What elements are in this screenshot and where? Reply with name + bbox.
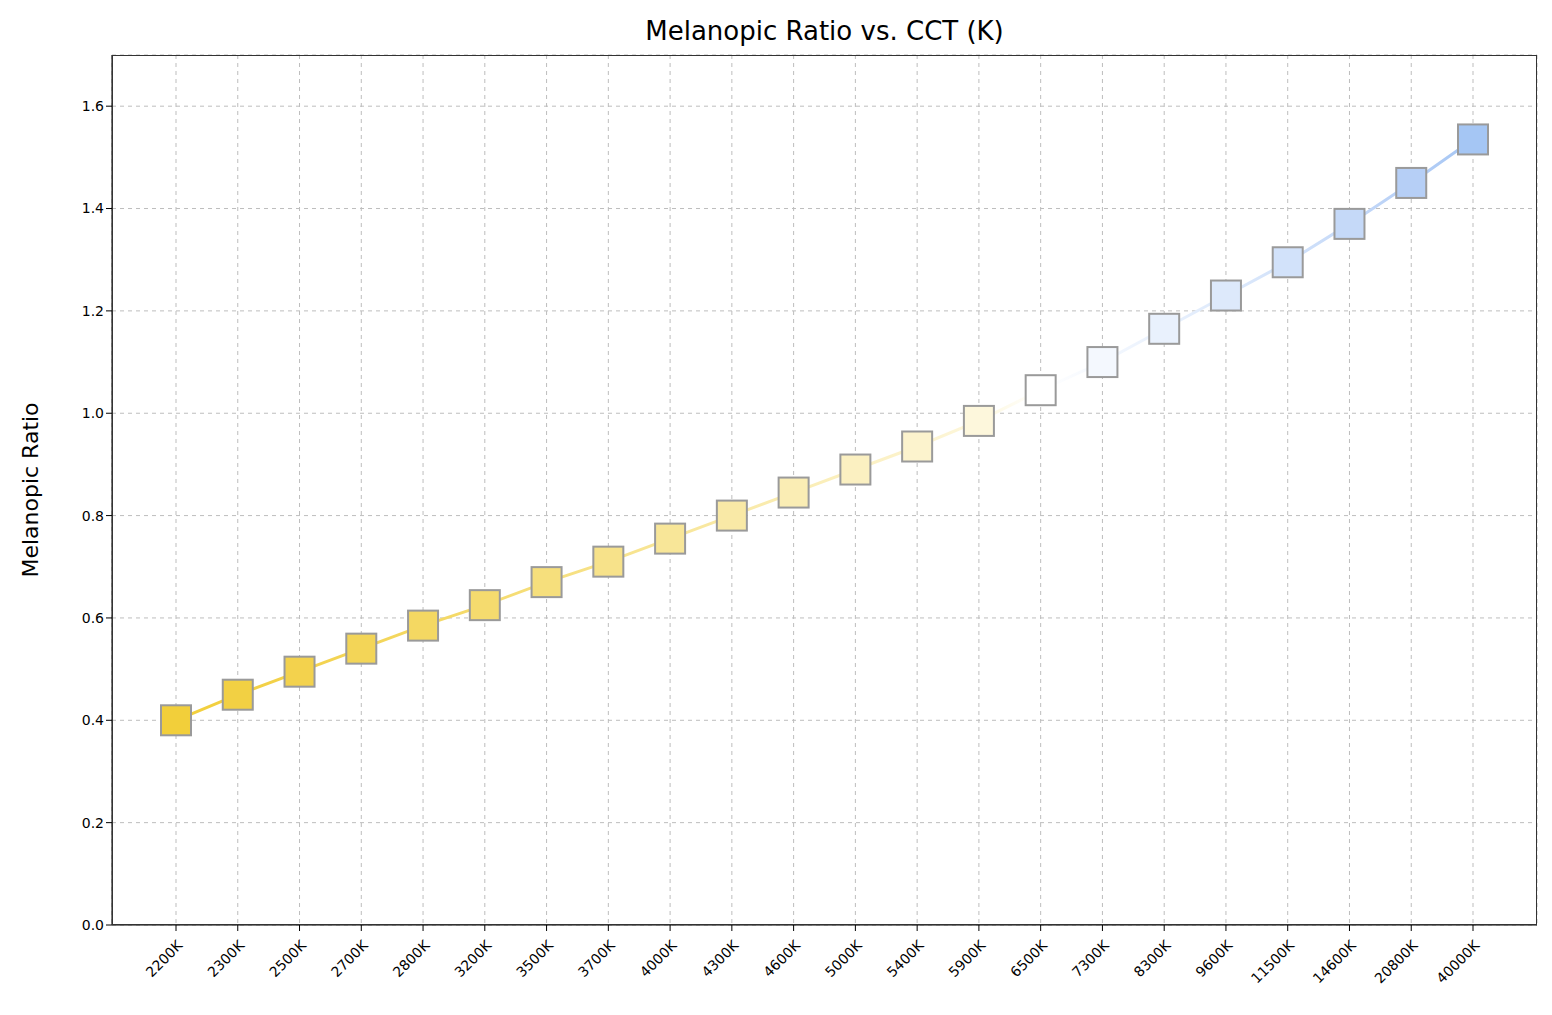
svg-text:14600K: 14600K xyxy=(1310,937,1360,987)
svg-text:3700K: 3700K xyxy=(575,937,619,981)
svg-text:5000K: 5000K xyxy=(822,937,866,981)
svg-text:20800K: 20800K xyxy=(1371,937,1421,987)
svg-text:7300K: 7300K xyxy=(1069,937,1113,981)
svg-text:2300K: 2300K xyxy=(204,937,248,981)
svg-text:5400K: 5400K xyxy=(884,937,928,981)
svg-text:4600K: 4600K xyxy=(760,937,804,981)
svg-text:2700K: 2700K xyxy=(328,937,372,981)
svg-text:2500K: 2500K xyxy=(266,937,310,981)
svg-text:40000K: 40000K xyxy=(1433,937,1483,987)
svg-text:0.6: 0.6 xyxy=(82,610,104,626)
svg-text:3500K: 3500K xyxy=(513,937,557,981)
svg-text:0.4: 0.4 xyxy=(82,712,104,728)
svg-text:1.6: 1.6 xyxy=(82,98,104,114)
svg-text:9600K: 9600K xyxy=(1192,937,1236,981)
svg-text:8300K: 8300K xyxy=(1131,937,1175,981)
svg-text:4300K: 4300K xyxy=(698,937,742,981)
html-text:Melanopic Ratio vs. CCT (K): Melanopic Ratio vs. CCT (K) xyxy=(645,16,1004,46)
svg-text:Melanopic Ratio: Melanopic Ratio xyxy=(18,402,43,577)
svg-text:1.2: 1.2 xyxy=(82,303,104,319)
svg-text:4000K: 4000K xyxy=(637,937,681,981)
svg-text:0.2: 0.2 xyxy=(82,815,104,831)
svg-text:11500K: 11500K xyxy=(1248,937,1298,987)
svg-text:2800K: 2800K xyxy=(390,937,434,981)
svg-text:3200K: 3200K xyxy=(451,937,495,981)
svg-text:0.8: 0.8 xyxy=(82,508,104,524)
svg-text:2200K: 2200K xyxy=(142,937,186,981)
svg-text:6500K: 6500K xyxy=(1007,937,1051,981)
svg-text:0.0: 0.0 xyxy=(82,917,104,933)
svg-text:1.0: 1.0 xyxy=(82,405,104,421)
svg-text:5900K: 5900K xyxy=(945,937,989,981)
svg-text:1.4: 1.4 xyxy=(82,200,104,216)
